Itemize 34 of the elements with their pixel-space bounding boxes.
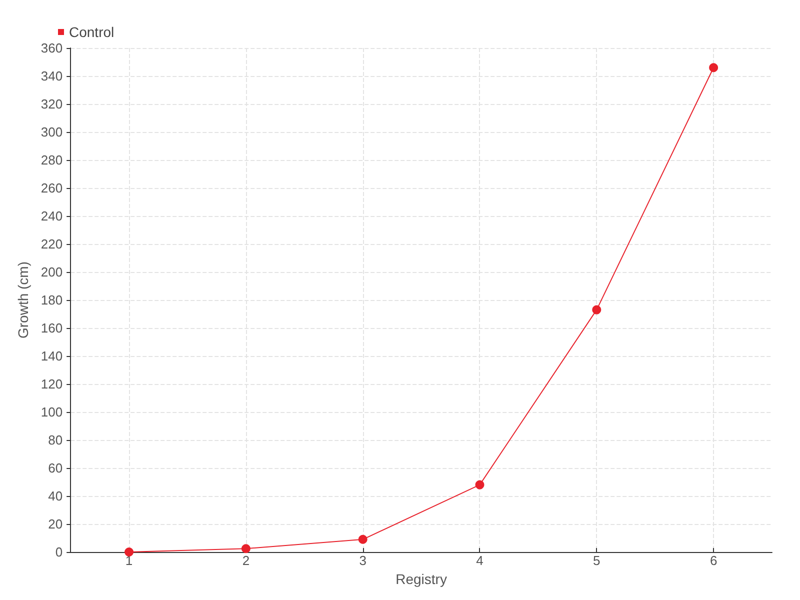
- point: [241, 544, 250, 554]
- y-tick-label: 180: [40, 292, 63, 308]
- x-tick-label: 1: [125, 553, 133, 568]
- y-tick-label: 260: [40, 180, 63, 196]
- y-tick-label: 280: [40, 152, 63, 168]
- x-axis-title: Registry: [396, 570, 447, 587]
- y-tick-label: 120: [40, 376, 63, 392]
- x-tick-label: 3: [359, 553, 366, 568]
- point: [358, 534, 368, 544]
- y-tick-label: 100: [40, 404, 63, 420]
- y-tick-label: 0: [55, 544, 63, 560]
- y-tick-label: 160: [40, 320, 63, 336]
- legend-label: Control: [69, 24, 114, 40]
- y-tick-label: 40: [48, 488, 63, 504]
- point: [592, 305, 602, 314]
- point: [475, 480, 484, 490]
- y-tick-label: 80: [48, 432, 63, 448]
- y-tick-label: 220: [40, 236, 63, 252]
- y-tick-label: 240: [40, 208, 63, 224]
- x-tick-label: 5: [593, 553, 600, 568]
- y-tick-label: 300: [40, 124, 63, 140]
- y-tick-label: 60: [48, 460, 63, 476]
- y-tick-label: 20: [48, 516, 63, 532]
- x-tick-label: 6: [710, 553, 718, 568]
- x-tick-label: 2: [242, 553, 250, 568]
- y-tick-label: 200: [40, 264, 63, 280]
- y-tick-label: 340: [40, 68, 63, 84]
- point: [124, 548, 134, 556]
- y-tick-label: 140: [40, 348, 63, 364]
- y-tick-label: 320: [40, 96, 63, 112]
- point: [709, 63, 718, 72]
- y-tick-label: 360: [40, 40, 63, 56]
- y-axis-title: Growth (cm): [15, 262, 31, 338]
- x-tick-label: 4: [476, 553, 484, 568]
